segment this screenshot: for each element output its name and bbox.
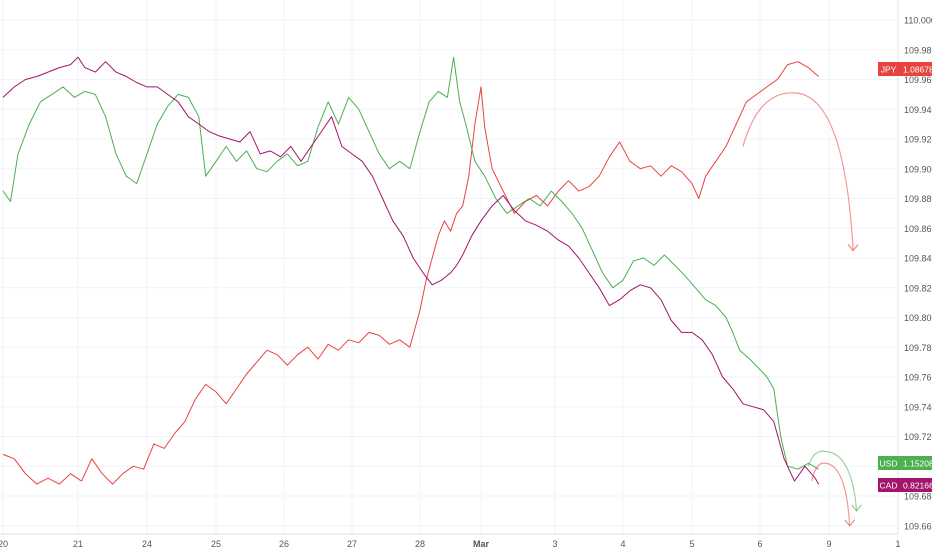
badge-series-name: CAD <box>880 481 898 491</box>
y-tick-label: 109.980 <box>904 45 932 55</box>
badge-value: 1.08678 <box>903 65 932 75</box>
y-tick-label: 109.740 <box>904 402 932 412</box>
y-tick-label: 109.940 <box>904 105 932 115</box>
badge-usd: USD 1.15208 <box>878 456 932 470</box>
x-tick-label: 26 <box>279 539 289 549</box>
badge-value: 1.15208 <box>903 459 932 469</box>
y-tick-label: 110.000 <box>904 16 932 26</box>
y-tick-label: 109.860 <box>904 224 932 234</box>
x-tick-label: 1 <box>895 539 900 549</box>
y-tick-label: 109.840 <box>904 254 932 264</box>
y-tick-label: 109.960 <box>904 75 932 85</box>
x-tick-label: 4 <box>620 539 625 549</box>
x-tick-label: 27 <box>347 539 357 549</box>
y-tick-label: 109.880 <box>904 194 932 204</box>
y-tick-label: 109.800 <box>904 313 932 323</box>
y-tick-label: 109.680 <box>904 492 932 502</box>
x-tick-label: 3 <box>552 539 557 549</box>
badge-series-name: USD <box>880 459 898 469</box>
x-tick-label: 24 <box>142 539 152 549</box>
x-tick-label: 25 <box>211 539 221 549</box>
y-tick-label: 109.720 <box>904 432 932 442</box>
y-tick-label: 109.920 <box>904 135 932 145</box>
y-tick-label: 109.760 <box>904 373 932 383</box>
x-tick-label: 28 <box>415 539 425 549</box>
y-tick-label: 109.900 <box>904 164 932 174</box>
x-tick-label: 6 <box>757 539 762 549</box>
badge-value: 0.82166 <box>903 481 932 491</box>
y-tick-label: 109.660 <box>904 521 932 531</box>
x-tick-label: Mar <box>473 539 490 549</box>
badge-jpy: JPY 1.08678 <box>878 62 932 76</box>
badge-series-name: JPY <box>881 65 897 75</box>
x-tick-label: 20 <box>0 539 8 549</box>
x-tick-label: 5 <box>689 539 694 549</box>
badge-cad: CAD 0.82166 <box>878 478 932 492</box>
y-tick-label: 109.820 <box>904 283 932 293</box>
x-tick-label: 9 <box>826 539 831 549</box>
x-tick-label: 21 <box>73 539 83 549</box>
y-tick-label: 109.780 <box>904 343 932 353</box>
